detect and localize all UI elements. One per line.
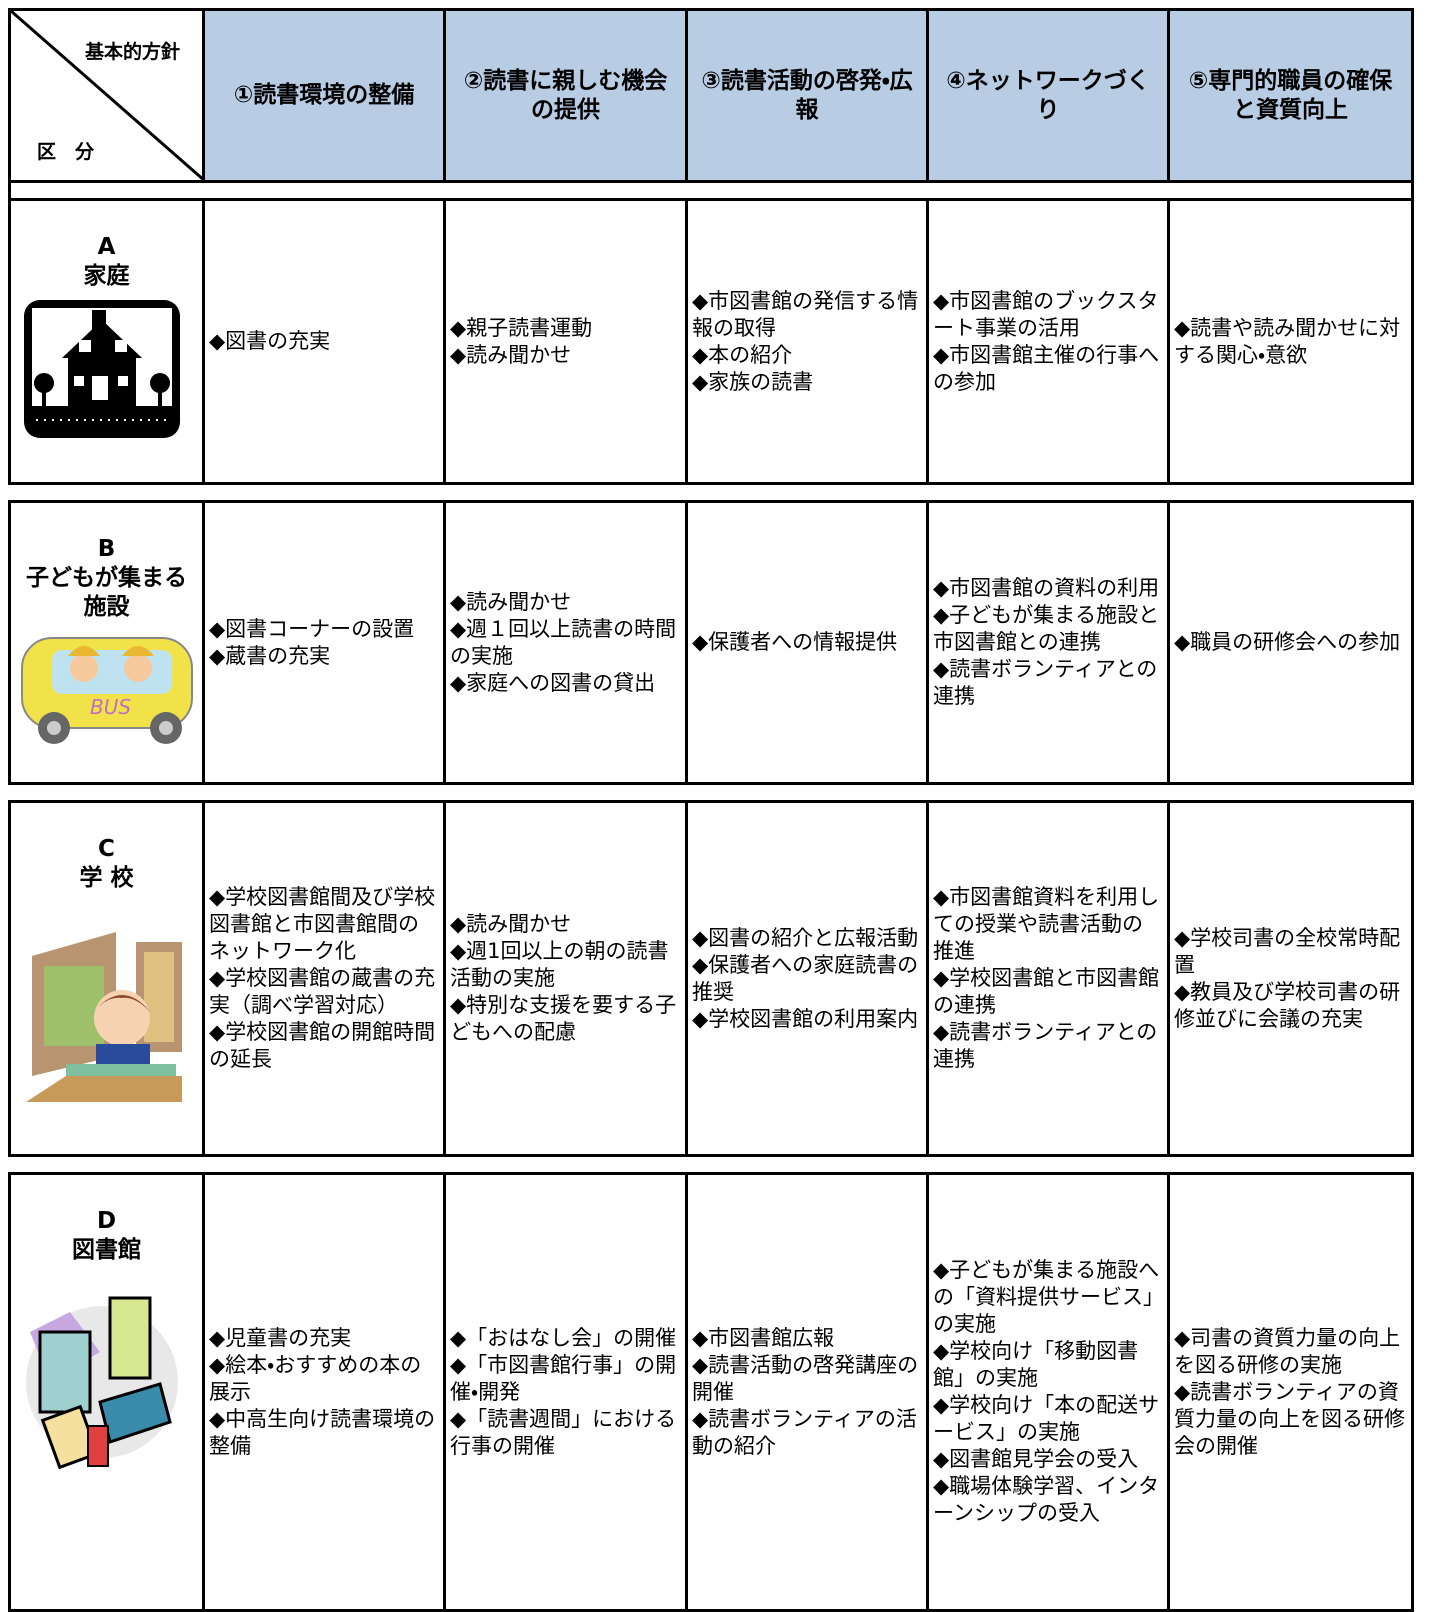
- bullet-item: ◆図書の充実: [209, 329, 331, 353]
- content-cell: ◆図書の紹介と広報活動 ◆保護者への家庭読書の推奨 ◆学校図書館の利用案内: [685, 800, 929, 1157]
- bullet-item: ◆保護者への家庭読書の推奨: [692, 952, 919, 1004]
- bullet-item: ◆児童書の充実: [209, 1325, 352, 1350]
- school-icon: [26, 932, 182, 1102]
- column-title: ③読書活動の啓発・広報: [701, 67, 913, 123]
- svg-text:BUS: BUS: [90, 695, 131, 719]
- content-cell: ◆学校図書館間及び学校図書館と市図書館間のネットワーク化 ◆学校図書館の蔵書の充実…: [202, 800, 446, 1157]
- bullet-item: ◆読書ボランティアの活動の紹介: [692, 1406, 917, 1458]
- bullet-item: ◆家庭への図書の貸出: [450, 670, 656, 695]
- bullet-item: ◆市図書館資料を利用しての授業や読書活動の推進: [933, 885, 1160, 963]
- bullet-item: ◆親子読書運動: [450, 315, 593, 340]
- column-title: ②読書に親しむ機会の提供: [463, 67, 668, 123]
- content-cell: ◆学校司書の全校常時配置 ◆教員及び学校司書の研修並びに会議の充実: [1167, 800, 1414, 1157]
- bullet-item: ◆図書館見学会の受入: [933, 1447, 1139, 1471]
- bullet-item: ◆読書活動の啓発講座の開催: [692, 1352, 919, 1404]
- row-title: 家庭: [83, 263, 130, 289]
- content-cell: ◆子どもが集まる施設への「資料提供サービス」の実施 ◆学校向け「移動図書館」の実施…: [926, 1172, 1170, 1612]
- bullet-item: ◆学校図書館と市図書館の連携: [933, 966, 1160, 1017]
- bullet-item: ◆学校図書館間及び学校図書館と市図書館間のネットワーク化: [209, 885, 436, 963]
- bullet-item: ◆中高生向け読書環境の整備: [209, 1406, 436, 1458]
- bullet-item: ◆家族の読書: [692, 369, 814, 394]
- content-cell: ◆親子読書運動 ◆読み聞かせ: [443, 198, 688, 485]
- row-title: 子どもが集まる施設: [26, 565, 187, 620]
- bullet-item: ◆学校向け「本の配送サービス」の実施: [933, 1393, 1160, 1444]
- bullet-item: ◆読み聞かせ: [450, 342, 572, 367]
- bullet-item: ◆学校図書館の利用案内: [692, 1006, 919, 1031]
- corner-top: 基本的方針: [84, 41, 180, 63]
- content-cell: ◆読み聞かせ ◆週１回以上読書の時間の実施 ◆家庭への図書の貸出: [443, 500, 688, 785]
- bullet-item: ◆蔵書の充実: [209, 643, 331, 668]
- content-cell: ◆読書や読み聞かせに対する関心・意欲: [1167, 198, 1414, 485]
- bullet-item: ◆図書コーナーの設置: [209, 616, 415, 641]
- bullet-item: ◆読み聞かせ: [450, 912, 572, 936]
- bullet-item: ◆学校図書館の開館時間の延長: [209, 1020, 436, 1071]
- content-cell: ◆司書の資質力量の向上を図る研修の実施 ◆読書ボランティアの資質力量の向上を図る研…: [1167, 1172, 1414, 1612]
- bullet-item: ◆保護者への情報提供: [692, 630, 898, 654]
- column-header: ②読書に親しむ機会の提供: [443, 8, 688, 183]
- row-id: A: [97, 234, 116, 260]
- column-title: ④ネットワークづくり: [946, 67, 1150, 123]
- library-icon: [26, 1296, 178, 1470]
- column-header: ③読書活動の啓発・広報: [685, 8, 929, 183]
- bullet-item: ◆本の紹介: [692, 342, 793, 367]
- column-header: ①読書環境の整備: [202, 8, 446, 183]
- bullet-item: ◆教員及び学校司書の研修並びに会議の充実: [1174, 979, 1401, 1031]
- column-header: ⑤専門的職員の確保と資質向上: [1167, 8, 1414, 183]
- bullet-item: ◆司書の資質力量の向上を図る研修の実施: [1174, 1325, 1401, 1377]
- bullet-item: ◆読書や読み聞かせに対する関心・意欲: [1174, 315, 1401, 367]
- bullet-item: ◆子どもが集まる施設と市図書館との連携: [933, 603, 1160, 654]
- content-cell: ◆図書の充実: [202, 198, 446, 485]
- content-cell: ◆職員の研修会への参加: [1167, 500, 1414, 785]
- bullet-item: ◆読書ボランティアの資質力量の向上を図る研修会の開催: [1174, 1379, 1405, 1458]
- bullet-item: ◆「おはなし会」の開催: [450, 1325, 677, 1350]
- row-id: B: [97, 536, 116, 562]
- row-id: C: [98, 836, 115, 862]
- bullet-item: ◆週1回以上の朝の読書活動の実施: [450, 939, 669, 990]
- row-title: 図書館: [72, 1237, 141, 1263]
- content-cell: ◆「おはなし会」の開催 ◆「市図書館行事」の開催・開発 ◆「読書週間」における行事の…: [443, 1172, 688, 1612]
- corner-bottom: 区 分: [37, 141, 95, 163]
- row-id: D: [96, 1208, 117, 1234]
- bullet-item: ◆市図書館のブックスタート事業の活用: [933, 288, 1159, 340]
- bullet-item: ◆特別な支援を要する子どもへの配慮: [450, 993, 677, 1044]
- bullet-item: ◆読書ボランティアとの連携: [933, 657, 1158, 708]
- content-cell: ◆市図書館の資料の利用 ◆子どもが集まる施設と市図書館との連携 ◆読書ボランティアと…: [926, 500, 1170, 785]
- bullet-item: ◆読書ボランティアとの連携: [933, 1020, 1158, 1071]
- content-cell: ◆市図書館広報 ◆読書活動の啓発講座の開催 ◆読書ボランティアの活動の紹介: [685, 1172, 929, 1612]
- bullet-item: ◆「市図書館行事」の開催・開発: [450, 1352, 677, 1404]
- content-cell: ◆児童書の充実 ◆絵本・おすすめの本の展示 ◆中高生向け読書環境の整備: [202, 1172, 446, 1612]
- bullet-item: ◆職員の研修会への参加: [1174, 630, 1401, 654]
- row-title: 学 校: [79, 865, 134, 891]
- bullet-item: ◆図書の紹介と広報活動: [692, 925, 919, 950]
- content-cell: ◆図書コーナーの設置 ◆蔵書の充実: [202, 500, 446, 785]
- bullet-item: ◆「読書週間」における行事の開催: [450, 1406, 677, 1458]
- column-header: ④ネットワークづくり: [926, 8, 1170, 183]
- bullet-item: ◆市図書館の発信する情報の取得: [692, 288, 919, 340]
- content-cell: ◆保護者への情報提供: [685, 500, 929, 785]
- diagonal: [11, 11, 205, 181]
- bullet-item: ◆学校司書の全校常時配置: [1174, 925, 1401, 977]
- bullet-item: ◆学校向け「移動図書館」の実施: [933, 1339, 1139, 1390]
- bullet-item: ◆市図書館主催の行事への参加: [933, 342, 1160, 394]
- content-cell: ◆読み聞かせ ◆週1回以上の朝の読書活動の実施 ◆特別な支援を要する子どもへの配慮: [443, 800, 688, 1157]
- bus-icon: BUS: [21, 637, 193, 744]
- bullet-item: ◆市図書館広報: [692, 1325, 835, 1350]
- bullet-item: ◆読み聞かせ: [450, 589, 572, 614]
- column-title: ⑤専門的職員の確保と資質向上: [1188, 67, 1393, 123]
- content-cell: ◆市図書館のブックスタート事業の活用 ◆市図書館主催の行事への参加: [926, 198, 1170, 485]
- bullet-item: ◆子どもが集まる施設への「資料提供サービス」の実施: [933, 1258, 1160, 1336]
- bullet-item: ◆市図書館の資料の利用: [933, 576, 1160, 600]
- content-cell: ◆市図書館資料を利用しての授業や読書活動の推進 ◆学校図書館と市図書館の連携 ◆読書…: [926, 800, 1170, 1157]
- content-cell: ◆市図書館の発信する情報の取得 ◆本の紹介 ◆家族の読書: [685, 198, 929, 485]
- column-title: ①読書環境の整備: [233, 82, 415, 108]
- corner-cell: 基本的方針区 分: [8, 8, 205, 183]
- bullet-item: ◆絵本・おすすめの本の展示: [209, 1352, 422, 1404]
- bullet-item: ◆週１回以上読書の時間の実施: [450, 616, 677, 668]
- house-icon: [24, 300, 180, 438]
- bullet-item: ◆職場体験学習、インターンシップの受入: [933, 1474, 1160, 1525]
- bullet-item: ◆学校図書館の蔵書の充実（調べ学習対応）: [209, 966, 436, 1017]
